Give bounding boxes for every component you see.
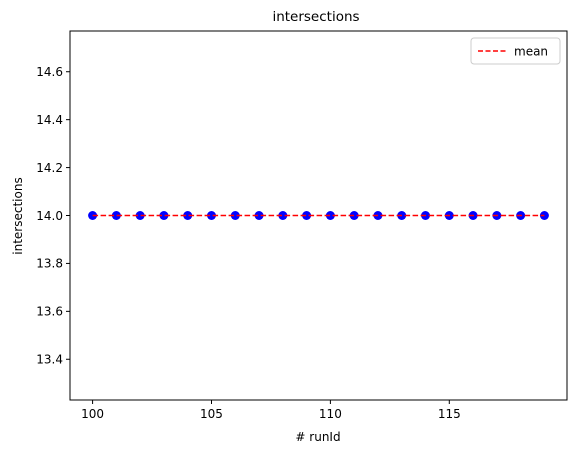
y-tick-label: 14.0 [36,209,63,223]
y-tick-label: 13.6 [36,305,63,319]
data-point [206,211,216,220]
x-tick-label: 115 [438,407,461,421]
data-point [302,211,312,220]
x-tick-label: 110 [319,407,342,421]
y-tick-label: 13.8 [36,257,63,271]
data-point [349,211,359,220]
legend-mean-label: mean [514,45,548,59]
x-axis-label: # runId [295,430,340,444]
data-point [159,211,169,220]
data-point [278,211,288,220]
y-tick-label: 13.4 [36,353,63,367]
y-tick-label: 14.6 [36,65,63,79]
x-tick-label: 100 [81,407,104,421]
legend-box [470,37,561,65]
legend: mean [470,37,561,65]
data-point [135,211,145,220]
x-tick-label: 105 [200,407,223,421]
data-point [539,211,549,220]
y-axis-label: intersections [11,177,25,254]
y-axis: 13.4 13.6 13.8 14.0 14.2 14.4 14.6 [36,65,70,367]
data-point [111,211,121,220]
data-point [230,211,240,220]
data-point [254,211,264,220]
data-point [183,211,193,220]
y-tick-label: 14.2 [36,161,63,175]
data-point [325,211,335,220]
y-tick-label: 14.4 [36,113,63,127]
chart-title: intersections [272,9,359,25]
x-axis: 100 105 110 115 [81,400,461,421]
